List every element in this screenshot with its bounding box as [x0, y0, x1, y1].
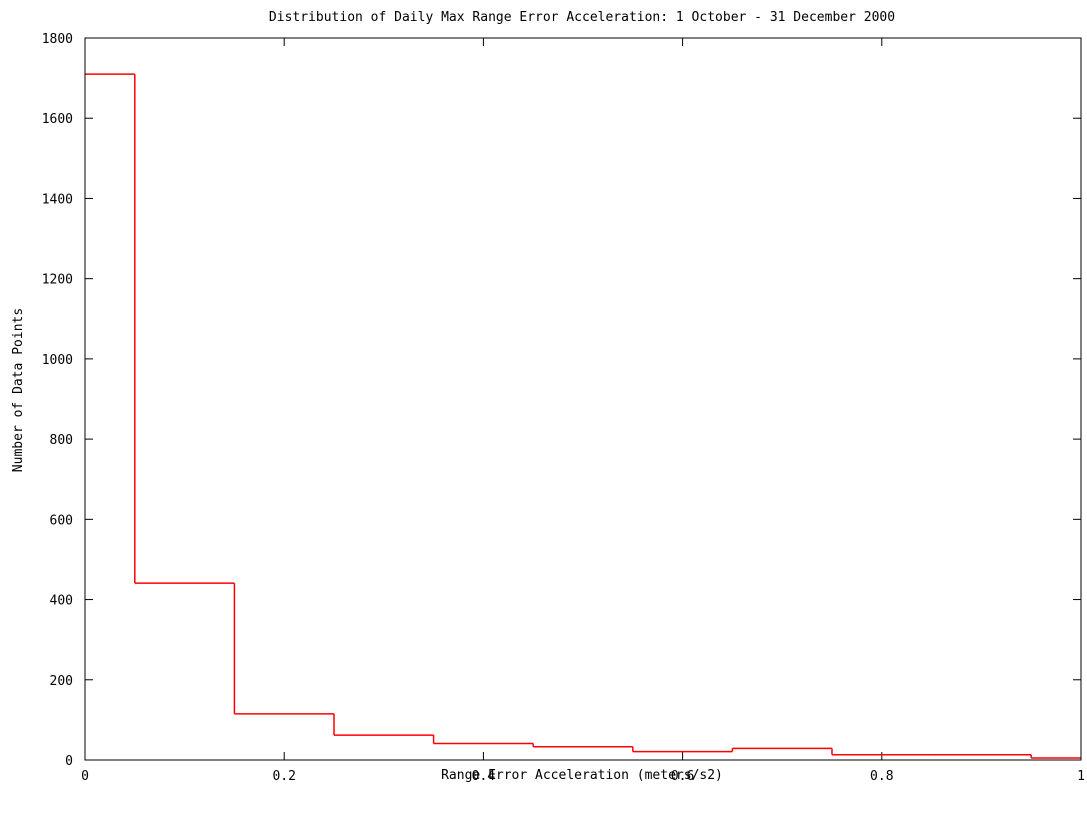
x-tick-label: 0.6 [671, 769, 694, 784]
axis-ticks: 0 200 400 600 800 1000 1200 1400 1600 1800 0 0.2 0.4… [42, 32, 1085, 784]
x-tick-label: 0.2 [272, 769, 295, 784]
chart-title: Distribution of Daily Max Range Error Ac… [269, 10, 895, 25]
x-tick-label: 0.4 [472, 769, 496, 784]
y-tick-label: 1800 [42, 32, 73, 47]
y-tick-label: 400 [50, 594, 73, 609]
y-tick-label: 1200 [42, 273, 73, 288]
x-tick-label: 1 [1077, 769, 1085, 784]
y-tick-label: 0 [65, 754, 73, 769]
plot-frame [84, 37, 1082, 761]
y-tick-label: 600 [50, 513, 73, 528]
x-tick-label: 0 [81, 769, 89, 784]
y-tick-label: 200 [50, 674, 73, 689]
x-axis-label: Range Error Acceleration (meters/s2) [441, 768, 723, 783]
y-tick-label: 1400 [42, 192, 73, 207]
y-tick-label: 1600 [42, 112, 73, 127]
x-tick-label: 0.8 [870, 769, 893, 784]
y-axis-label: Number of Data Points [11, 308, 26, 472]
histogram-series [85, 73, 1081, 759]
y-tick-label: 1000 [42, 353, 73, 368]
y-tick-label: 800 [50, 433, 73, 448]
